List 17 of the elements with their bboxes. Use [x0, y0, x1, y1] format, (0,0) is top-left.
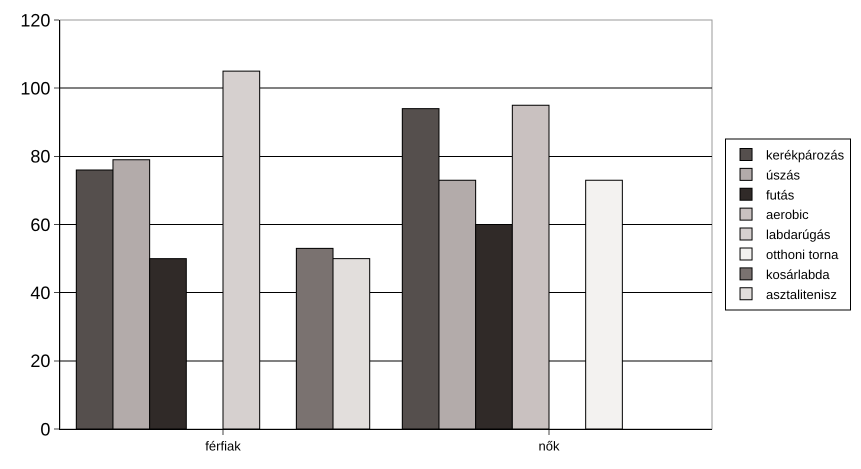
legend-label: asztalitenisz — [766, 286, 837, 302]
y-tick-label: 120 — [20, 10, 50, 30]
legend-label: úszás — [766, 167, 800, 182]
legend-label: futás — [766, 187, 795, 202]
legend-label: otthoni torna — [766, 247, 840, 262]
y-tick-label: 40 — [30, 282, 50, 303]
legend-label: aerobic — [766, 207, 810, 222]
y-tick-label: 20 — [30, 351, 50, 372]
y-tick-label: 80 — [30, 146, 50, 167]
legend-label: kerékpározás — [766, 148, 845, 163]
x-tick-label: nők — [538, 438, 560, 454]
legend-label: labdarúgás — [766, 227, 831, 242]
legend-label: kosárlabda — [766, 266, 830, 282]
x-tick-label: férfiak — [205, 438, 242, 454]
y-tick-label: 100 — [20, 78, 50, 98]
y-tick-label: 60 — [30, 214, 50, 235]
y-tick-label: 0 — [40, 419, 50, 440]
